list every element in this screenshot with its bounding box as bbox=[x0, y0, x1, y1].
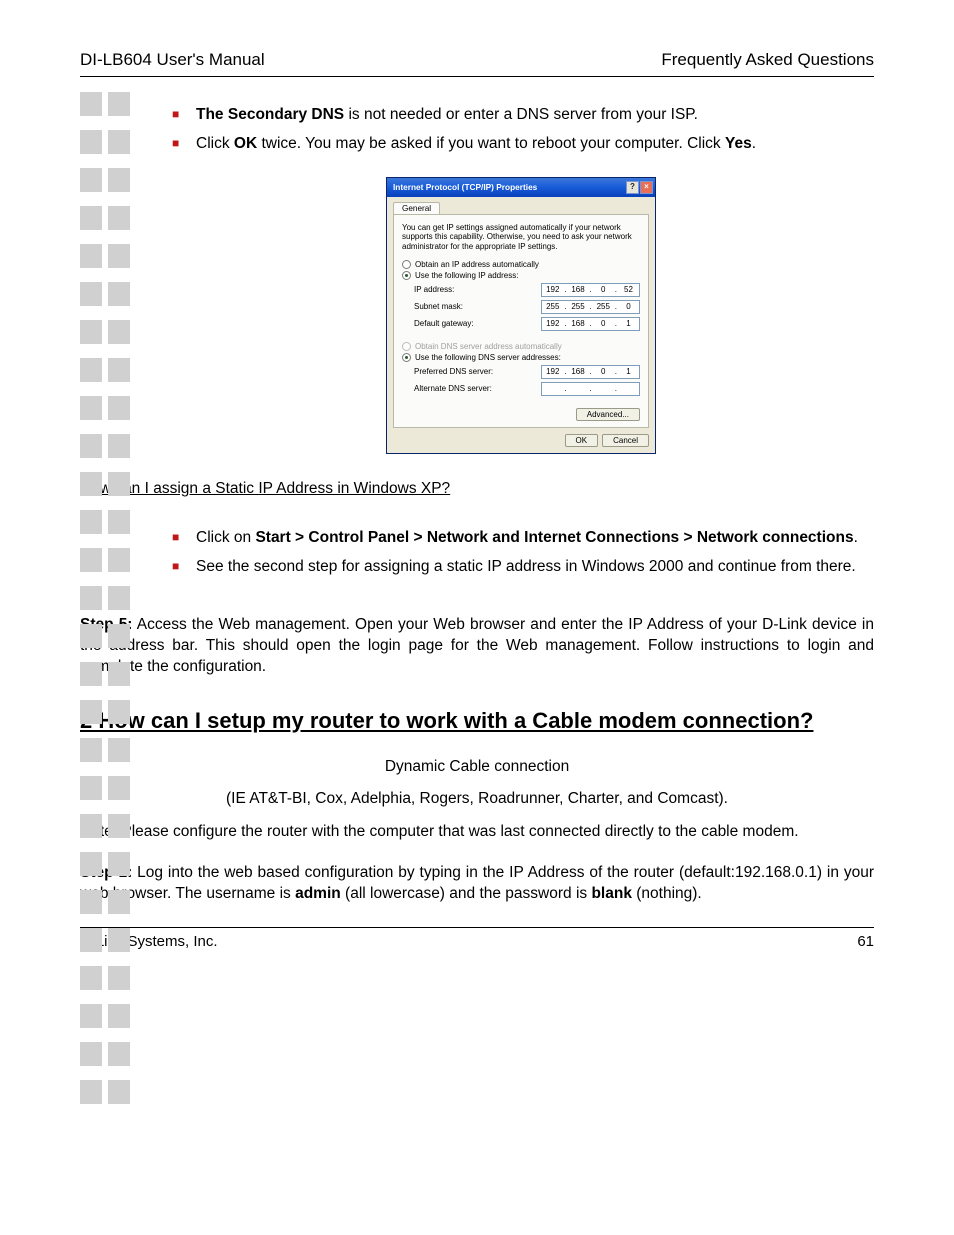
ip-octet[interactable]: 255 bbox=[568, 302, 589, 311]
bold-text: admin bbox=[295, 885, 341, 902]
text: Click on bbox=[196, 529, 255, 546]
step-1: Step 1: Log into the web based configura… bbox=[80, 863, 874, 905]
page-header: DI-LB604 User's Manual Frequently Asked … bbox=[80, 50, 874, 77]
field-label: IP address: bbox=[414, 285, 454, 294]
ip-octet[interactable]: 192 bbox=[542, 367, 563, 376]
bullet-item: The Secondary DNS is not needed or enter… bbox=[168, 105, 874, 126]
isp-examples-line: (IE AT&T-BI, Cox, Adelphia, Rogers, Road… bbox=[80, 790, 874, 808]
ip-octet[interactable]: 168 bbox=[568, 319, 589, 328]
bullet-list-top: The Secondary DNS is not needed or enter… bbox=[168, 105, 874, 155]
radio-icon bbox=[402, 342, 411, 351]
header-right: Frequently Asked Questions bbox=[661, 50, 874, 70]
dialog-title: Internet Protocol (TCP/IP) Properties bbox=[393, 182, 537, 192]
field-label: Subnet mask: bbox=[414, 302, 463, 311]
radio-label: Use the following IP address: bbox=[415, 271, 518, 280]
radio-obtain-ip[interactable]: Obtain an IP address automatically bbox=[402, 260, 640, 269]
tab-general[interactable]: General bbox=[393, 202, 440, 214]
bold-text: The Secondary DNS bbox=[196, 106, 344, 123]
ip-octet[interactable]: 0 bbox=[593, 367, 614, 376]
ip-octet[interactable]: 255 bbox=[593, 302, 614, 311]
text: is not needed or enter a DNS server from… bbox=[344, 106, 698, 123]
bold-text: Yes bbox=[725, 135, 752, 152]
radio-label: Use the following DNS server addresses: bbox=[415, 353, 561, 362]
default-gateway-row: Default gateway: 192. 168. 0. 1 bbox=[414, 317, 640, 331]
bold-text: Start > Control Panel > Network and Inte… bbox=[255, 529, 853, 546]
text: . bbox=[854, 529, 858, 546]
radio-use-dns[interactable]: Use the following DNS server addresses: bbox=[402, 353, 640, 362]
ip-octet[interactable]: 255 bbox=[542, 302, 563, 311]
text: (nothing). bbox=[632, 885, 702, 902]
alternate-dns-row: Alternate DNS server: . . . bbox=[414, 382, 640, 396]
step-5: Step 5: Access the Web management. Open … bbox=[80, 615, 874, 678]
dialog-titlebar[interactable]: Internet Protocol (TCP/IP) Properties ? … bbox=[387, 178, 655, 197]
radio-label: Obtain DNS server address automatically bbox=[415, 342, 562, 351]
ip-octet[interactable]: 1 bbox=[618, 319, 639, 328]
step-text: Access the Web management. Open your Web… bbox=[80, 616, 874, 675]
text: (all lowercase) and the password is bbox=[341, 885, 592, 902]
page-footer: D-Link Systems, Inc. 61 bbox=[80, 927, 874, 950]
field-label: Preferred DNS server: bbox=[414, 367, 493, 376]
ip-octet[interactable]: 1 bbox=[618, 367, 639, 376]
close-button[interactable]: × bbox=[640, 181, 653, 194]
decorative-sidebar bbox=[80, 92, 130, 1118]
ip-address-row: IP address: 192. 168. 0. 52 bbox=[414, 283, 640, 297]
preferred-dns-input[interactable]: 192. 168. 0. 1 bbox=[541, 365, 640, 379]
header-left: DI-LB604 User's Manual bbox=[80, 50, 265, 70]
bold-text: OK bbox=[234, 135, 257, 152]
ip-octet[interactable]: 0 bbox=[618, 302, 639, 311]
text: See the second step for assigning a stat… bbox=[196, 558, 856, 575]
cancel-button[interactable]: Cancel bbox=[602, 434, 649, 447]
ip-octet[interactable]: 192 bbox=[542, 285, 563, 294]
note-line: Note: Please configure the router with t… bbox=[80, 822, 874, 843]
radio-icon bbox=[402, 260, 411, 269]
preferred-dns-row: Preferred DNS server: 192. 168. 0. 1 bbox=[414, 365, 640, 379]
subnet-mask-input[interactable]: 255. 255. 255. 0 bbox=[541, 300, 640, 314]
ip-octet[interactable]: 0 bbox=[593, 319, 614, 328]
dynamic-cable-line: Dynamic Cable connection bbox=[80, 758, 874, 776]
radio-use-ip[interactable]: Use the following IP address: bbox=[402, 271, 640, 280]
bullet-item: See the second step for assigning a stat… bbox=[168, 557, 874, 578]
dialog-intro-text: You can get IP settings assigned automat… bbox=[402, 223, 640, 252]
ip-octet[interactable]: 192 bbox=[542, 319, 563, 328]
bullet-item: Click on Start > Control Panel > Network… bbox=[168, 528, 874, 549]
bullet-item: Click OK twice. You may be asked if you … bbox=[168, 134, 874, 155]
radio-icon bbox=[402, 271, 411, 280]
text: Click bbox=[196, 135, 234, 152]
text: twice. You may be asked if you want to r… bbox=[257, 135, 725, 152]
text: . bbox=[752, 135, 756, 152]
default-gateway-input[interactable]: 192. 168. 0. 1 bbox=[541, 317, 640, 331]
tcpip-properties-dialog: Internet Protocol (TCP/IP) Properties ? … bbox=[386, 177, 656, 454]
ip-octet[interactable]: 52 bbox=[618, 285, 639, 294]
ip-address-input[interactable]: 192. 168. 0. 52 bbox=[541, 283, 640, 297]
advanced-button[interactable]: Advanced... bbox=[576, 408, 640, 421]
bold-text: blank bbox=[591, 885, 631, 902]
bullet-list-xp: Click on Start > Control Panel > Network… bbox=[168, 528, 874, 578]
subnet-mask-row: Subnet mask: 255. 255. 255. 0 bbox=[414, 300, 640, 314]
ip-octet[interactable]: 0 bbox=[593, 285, 614, 294]
help-button[interactable]: ? bbox=[626, 181, 639, 194]
ip-octet[interactable]: 168 bbox=[568, 367, 589, 376]
alternate-dns-input[interactable]: . . . bbox=[541, 382, 640, 396]
radio-icon bbox=[402, 353, 411, 362]
footer-page-number: 61 bbox=[857, 933, 874, 950]
field-label: Default gateway: bbox=[414, 319, 474, 328]
ok-button[interactable]: OK bbox=[565, 434, 599, 447]
radio-obtain-dns: Obtain DNS server address automatically bbox=[402, 342, 640, 351]
radio-label: Obtain an IP address automatically bbox=[415, 260, 539, 269]
field-label: Alternate DNS server: bbox=[414, 384, 492, 393]
ip-octet[interactable]: 168 bbox=[568, 285, 589, 294]
section-2-heading: 2 How can I setup my router to work with… bbox=[80, 706, 874, 736]
question-heading-xp: How can I assign a Static IP Address in … bbox=[80, 480, 874, 498]
